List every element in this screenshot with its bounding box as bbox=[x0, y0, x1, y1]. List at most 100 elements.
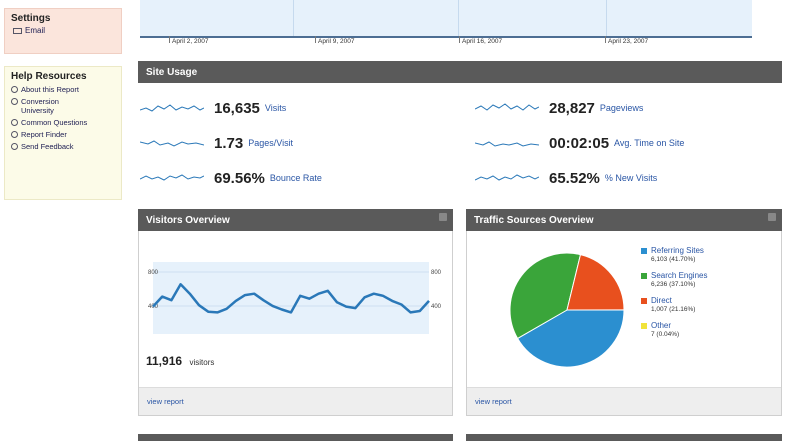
metric-label[interactable]: Avg. Time on Site bbox=[614, 138, 685, 148]
legend-label[interactable]: Other bbox=[651, 321, 672, 330]
y-tick-left: 400 bbox=[148, 304, 159, 310]
metric-visits: 16,635 Visits bbox=[140, 96, 286, 120]
help-item-label: Send Feedback bbox=[21, 142, 74, 151]
metric-value: 69.56% bbox=[214, 169, 265, 187]
panel-menu-icon[interactable] bbox=[439, 213, 447, 221]
help-circle-icon bbox=[11, 131, 18, 138]
help-title: Help Resources bbox=[11, 71, 87, 82]
help-item-label: Report Finder bbox=[21, 130, 67, 139]
metric-pages-per-visit: 1.73 Pages/Visit bbox=[140, 131, 293, 155]
help-circle-icon bbox=[11, 119, 18, 126]
legend-item: Other 7 (0.04%) bbox=[641, 321, 771, 339]
pie-legend: Referring Sites 6,103 (41.70%) Search Engi… bbox=[641, 246, 771, 346]
metric-new-visits: 65.52% % New Visits bbox=[475, 166, 657, 190]
help-resources-box: Help Resources About this Report Convers… bbox=[4, 66, 122, 200]
top-chart-axis: April 2, 2007 April 9, 2007 April 16, 20… bbox=[140, 36, 752, 52]
pie-slice-referring-sites bbox=[516, 309, 625, 368]
chart-plot-area bbox=[153, 262, 429, 334]
sidebar: Settings Email Help Resources About this… bbox=[0, 0, 124, 441]
site-usage-header: Site Usage bbox=[138, 61, 782, 83]
help-item-label: About this Report bbox=[21, 85, 79, 94]
sparkline-icon bbox=[475, 174, 539, 181]
legend-value: 1,007 (21.16%) bbox=[651, 306, 696, 313]
view-report-link[interactable]: view report bbox=[147, 397, 184, 406]
metric-label[interactable]: Pageviews bbox=[599, 103, 644, 113]
metric-value: 65.52% bbox=[549, 169, 600, 187]
traffic-sources-panel: Traffic Sources Overview Referring Sites… bbox=[466, 209, 782, 416]
view-report-link[interactable]: view report bbox=[475, 397, 512, 406]
date-tick: April 16, 2007 bbox=[459, 36, 502, 45]
metric-label[interactable]: Visits bbox=[264, 103, 287, 113]
traffic-sources-title: Traffic Sources Overview bbox=[474, 214, 594, 226]
visitors-series-line bbox=[152, 283, 430, 314]
mail-icon bbox=[13, 27, 22, 34]
settings-title: Settings bbox=[11, 13, 51, 24]
metric-value: 16,635 bbox=[214, 99, 260, 117]
metric-value: 28,827 bbox=[549, 99, 595, 117]
y-tick-right: 800 bbox=[431, 270, 442, 276]
help-item-common-questions[interactable]: Common Questions bbox=[5, 115, 121, 127]
legend-item: Referring Sites 6,103 (41.70%) bbox=[641, 246, 771, 264]
chart-gridline bbox=[606, 0, 607, 36]
metric-value: 00:02:05 bbox=[549, 134, 610, 152]
date-tick: April 9, 2007 bbox=[315, 36, 355, 45]
legend-value: 6,236 (37.10%) bbox=[651, 281, 696, 288]
chart-gridline bbox=[293, 0, 294, 36]
help-circle-icon bbox=[11, 143, 18, 150]
visitors-line-chart: 800 400 800 400 bbox=[148, 262, 442, 334]
next-panel-header bbox=[466, 434, 782, 441]
visitors-count: 11,916 bbox=[146, 354, 183, 368]
visitors-overview-title: Visitors Overview bbox=[146, 214, 230, 226]
sparkline-icon bbox=[140, 104, 204, 112]
visitors-unit: visitors bbox=[189, 358, 215, 367]
date-tick: April 2, 2007 bbox=[169, 36, 209, 45]
help-circle-icon bbox=[11, 86, 18, 93]
visitors-overview-header: Visitors Overview bbox=[138, 209, 453, 231]
help-item-conversion-university[interactable]: Conversion University bbox=[5, 94, 121, 115]
metric-bounce-rate: 69.56% Bounce Rate bbox=[140, 166, 322, 190]
pie-slice-search-engines bbox=[509, 252, 582, 340]
help-circle-icon bbox=[11, 98, 18, 105]
sparkline-icon bbox=[475, 103, 539, 111]
email-link[interactable]: Email bbox=[5, 24, 121, 35]
panel-footer: view report bbox=[467, 387, 781, 415]
legend-value: 6,103 (41.70%) bbox=[651, 256, 696, 263]
metric-avg-time-on-site: 00:02:05 Avg. Time on Site bbox=[475, 131, 684, 155]
help-item-report-finder[interactable]: Report Finder bbox=[5, 127, 121, 139]
traffic-sources-header: Traffic Sources Overview bbox=[466, 209, 782, 231]
legend-swatch bbox=[641, 298, 647, 304]
panel-footer: view report bbox=[139, 387, 452, 415]
legend-label[interactable]: Search Engines bbox=[651, 271, 708, 280]
legend-swatch bbox=[641, 273, 647, 279]
legend-label[interactable]: Direct bbox=[651, 296, 672, 305]
traffic-sources-pie-chart bbox=[509, 252, 625, 368]
sparkline-icon bbox=[475, 141, 539, 147]
sparkline-icon bbox=[140, 174, 204, 181]
pie-slice-direct bbox=[566, 254, 625, 311]
date-tick: April 23, 2007 bbox=[605, 36, 648, 45]
metric-label[interactable]: Bounce Rate bbox=[269, 173, 322, 183]
metric-pageviews: 28,827 Pageviews bbox=[475, 96, 643, 120]
settings-box: Settings Email bbox=[4, 8, 122, 54]
site-usage-title: Site Usage bbox=[146, 66, 198, 78]
email-label: Email bbox=[25, 26, 46, 35]
metric-value: 1.73 bbox=[214, 134, 244, 152]
legend-label[interactable]: Referring Sites bbox=[651, 246, 704, 255]
chart-gridline bbox=[458, 0, 459, 36]
top-trend-chart bbox=[140, 0, 752, 38]
metric-label[interactable]: Pages/Visit bbox=[248, 138, 294, 148]
legend-swatch bbox=[641, 323, 647, 329]
sparkline-icon bbox=[140, 140, 204, 147]
help-item-send-feedback[interactable]: Send Feedback bbox=[5, 139, 121, 151]
legend-item: Search Engines 6,236 (37.10%) bbox=[641, 271, 771, 289]
y-tick-right: 400 bbox=[431, 304, 442, 310]
panel-menu-icon[interactable] bbox=[768, 213, 776, 221]
metric-label[interactable]: % New Visits bbox=[604, 173, 658, 183]
help-item-label: Conversion University bbox=[21, 97, 59, 115]
legend-item: Direct 1,007 (21.16%) bbox=[641, 296, 771, 314]
y-tick-left: 800 bbox=[148, 270, 159, 276]
legend-value: 7 (0.04%) bbox=[651, 331, 680, 338]
legend-swatch bbox=[641, 248, 647, 254]
help-item-about-report[interactable]: About this Report bbox=[5, 82, 121, 94]
help-item-label: Common Questions bbox=[21, 118, 88, 127]
